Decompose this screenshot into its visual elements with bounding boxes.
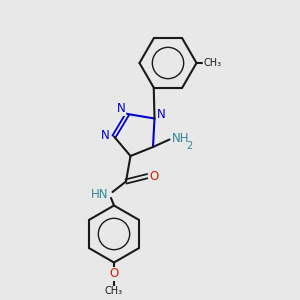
Text: CH₃: CH₃ xyxy=(105,286,123,296)
Text: O: O xyxy=(149,169,158,183)
Text: NH: NH xyxy=(172,131,189,145)
Text: N: N xyxy=(101,129,110,142)
Text: N: N xyxy=(157,108,166,122)
Text: N: N xyxy=(116,102,125,115)
Text: CH₃: CH₃ xyxy=(203,58,221,68)
Text: HN: HN xyxy=(91,188,108,202)
Text: O: O xyxy=(110,267,118,280)
Text: 2: 2 xyxy=(186,141,192,151)
